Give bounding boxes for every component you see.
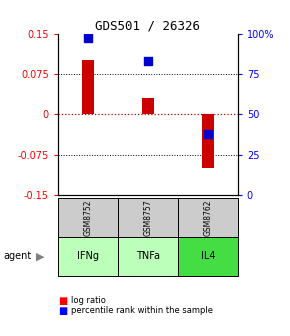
Text: agent: agent xyxy=(3,251,31,261)
Text: log ratio: log ratio xyxy=(71,296,106,305)
Text: ▶: ▶ xyxy=(36,251,45,261)
Text: GSM8757: GSM8757 xyxy=(143,199,153,236)
Text: IFNg: IFNg xyxy=(77,251,99,261)
Point xyxy=(206,131,210,136)
Text: IL4: IL4 xyxy=(201,251,215,261)
Bar xyxy=(82,60,94,114)
Bar xyxy=(202,114,214,168)
Text: ■: ■ xyxy=(58,296,67,306)
Text: percentile rank within the sample: percentile rank within the sample xyxy=(71,306,213,315)
Text: ■: ■ xyxy=(58,306,67,316)
Title: GDS501 / 26326: GDS501 / 26326 xyxy=(95,19,200,33)
Bar xyxy=(142,98,154,114)
Text: GSM8762: GSM8762 xyxy=(203,199,212,236)
Text: GSM8752: GSM8752 xyxy=(84,199,93,236)
Text: TNFa: TNFa xyxy=(136,251,160,261)
Point xyxy=(146,58,150,64)
Point xyxy=(86,36,90,41)
